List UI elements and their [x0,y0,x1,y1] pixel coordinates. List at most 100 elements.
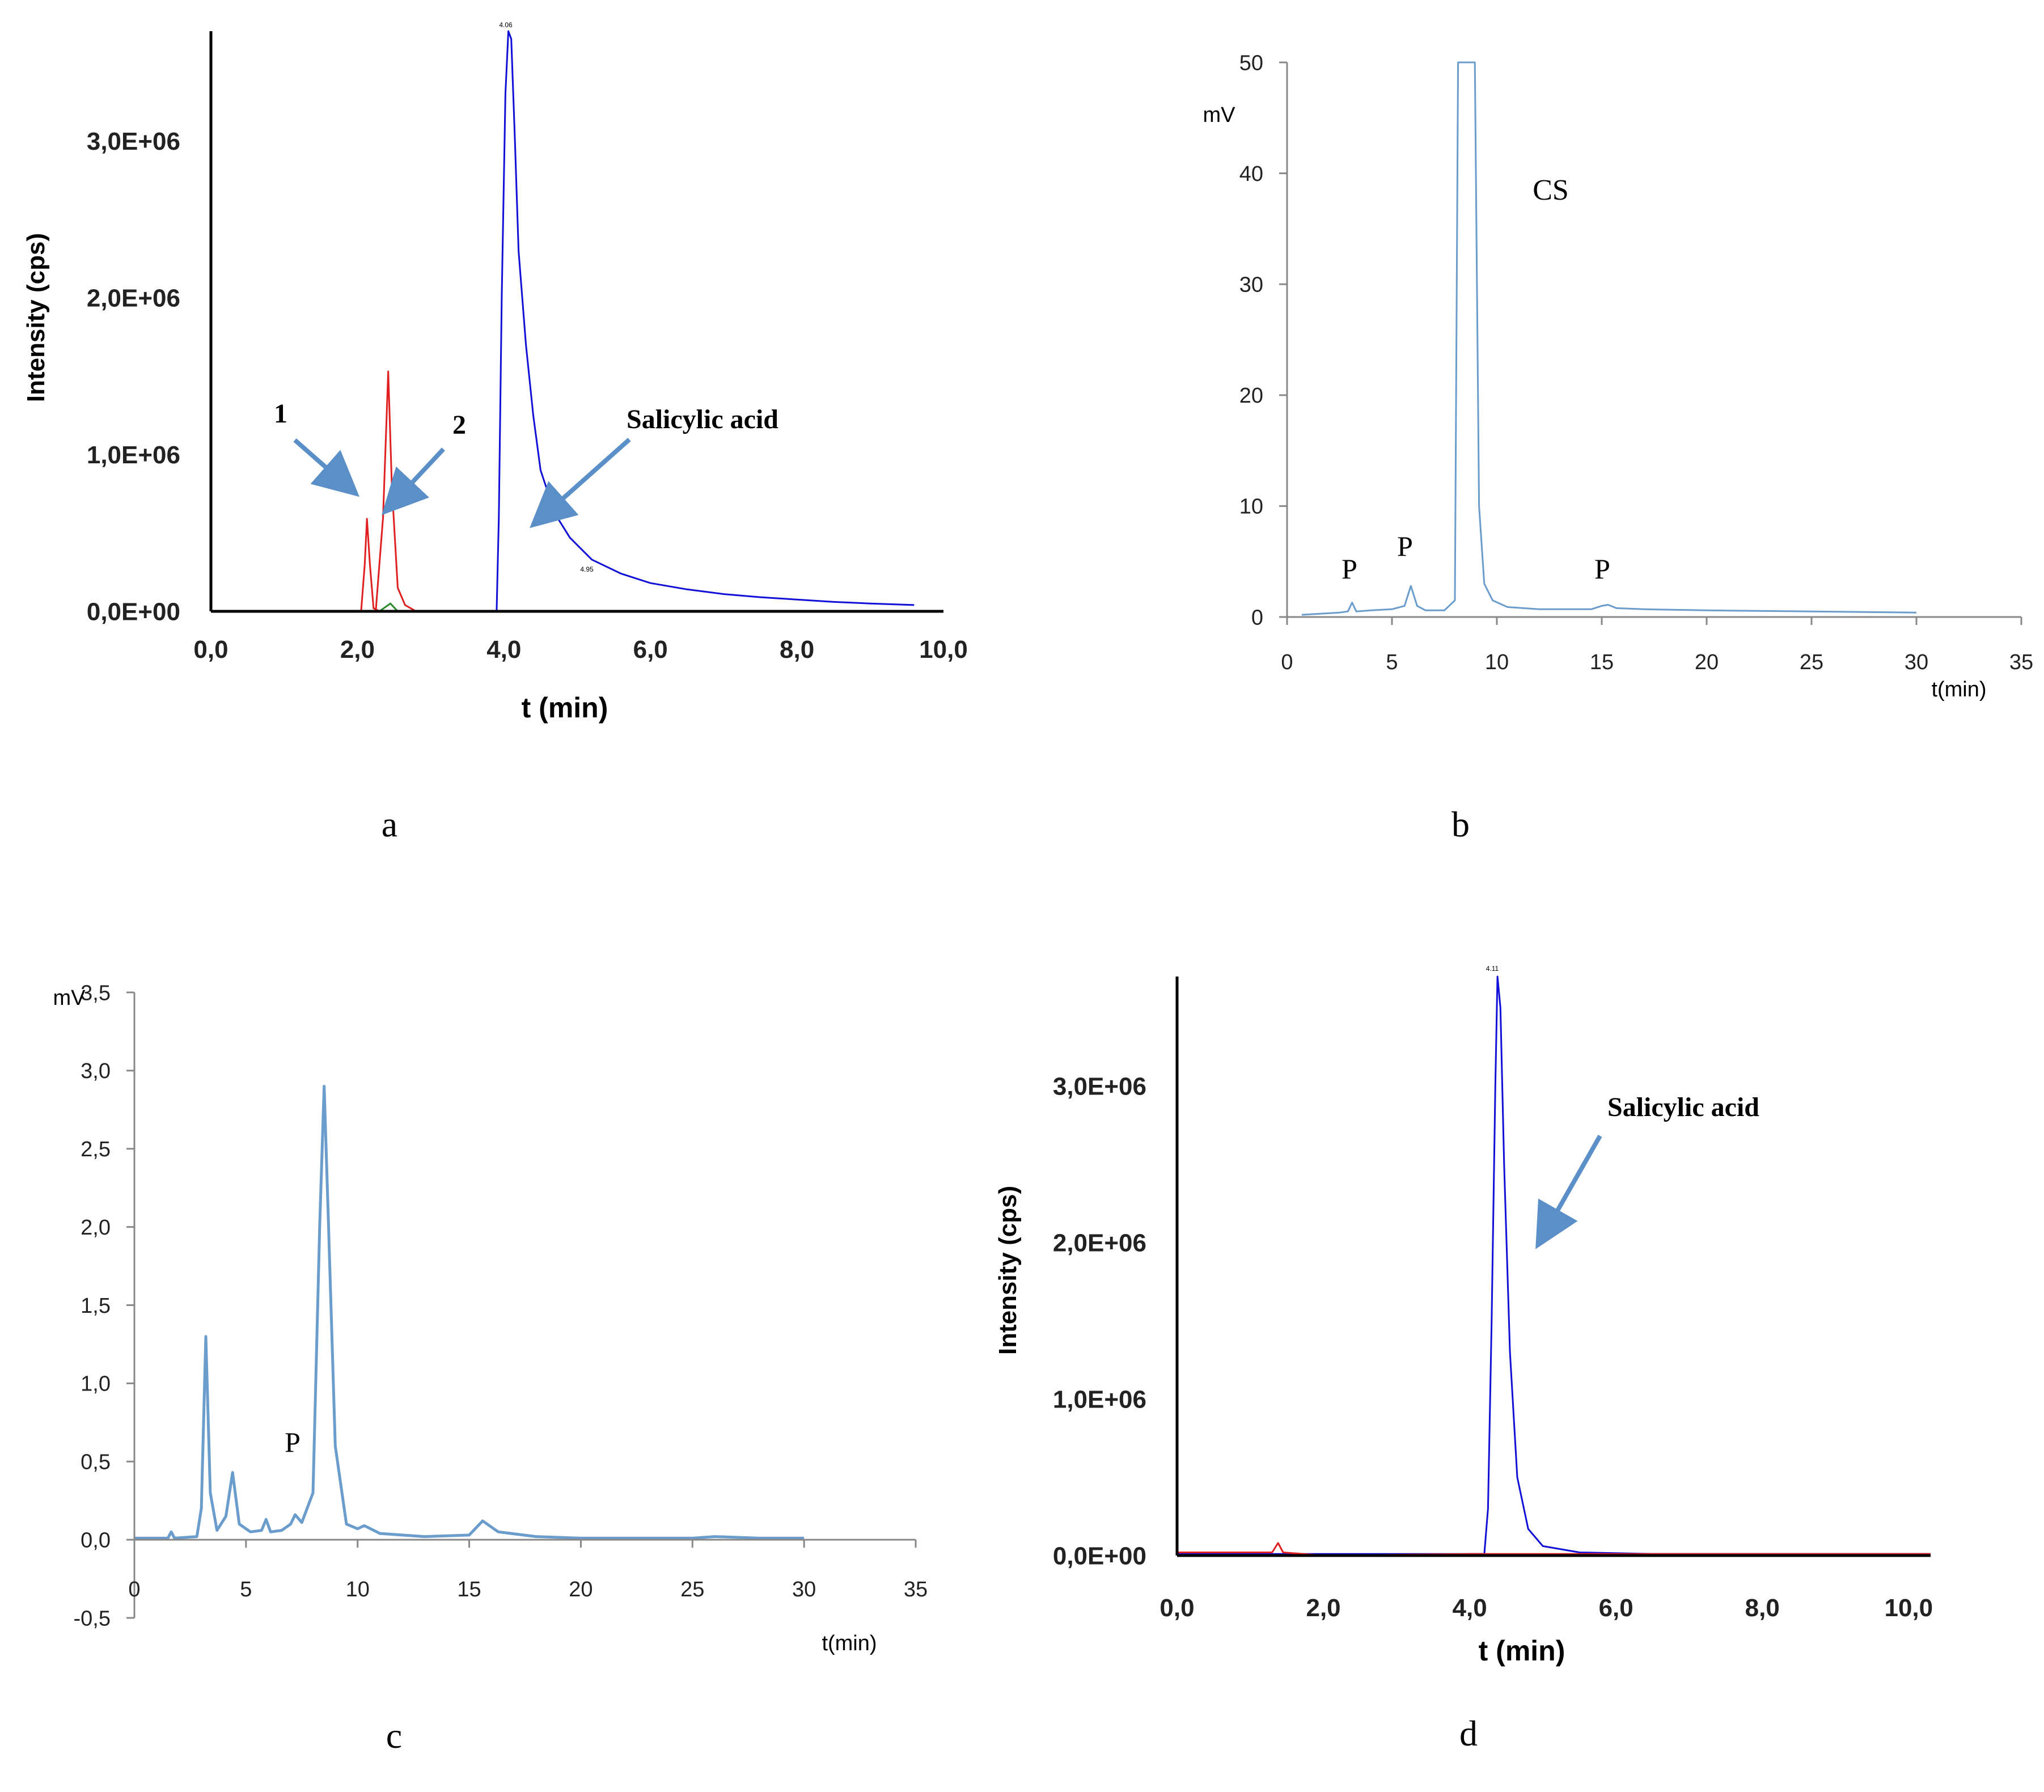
panel-c-xtick-label: 25 [680,1578,704,1601]
panel-c-series-0 [134,1085,805,1540]
panel-c-ytick-label: 3,5 [81,981,111,1005]
panel-d-axes [1175,977,1931,1557]
panel-a-arrow-salicylic [530,438,631,529]
panel-b-annotation-p1: P [1341,553,1357,585]
panel-b-xtick-label: 5 [1386,650,1398,674]
panel-d-series-1 [1177,1542,1931,1557]
panel-c-xtick-label: 20 [569,1578,593,1601]
panel-c-ticks: -0,5 0,0 0,5 1,0 1,5 2,0 2,5 3,0 3,5 0 5 10 15 20 25 30… [74,981,928,1630]
panel-a-series [350,30,915,612]
panel-a-arrow-1 [293,438,360,497]
panel-a-xtick-label: 8,0 [780,636,814,663]
panel-c-ytick-label: -0,5 [74,1607,111,1630]
panel-c-ytick-label: 0,0 [81,1528,111,1552]
panel-a: 0,0E+00 1,0E+06 2,0E+06 3,0E+06 0,0 2,0 4,0 6,0… [22,21,968,844]
panel-d-xtick-label: 10,0 [1884,1594,1933,1622]
panel-a-xtick-label: 10,0 [919,636,968,663]
panel-a-series-2 [375,370,417,612]
panel-c-ytick-label: 1,5 [81,1294,111,1318]
panel-a-ytick-label: 0,0E+00 [87,598,180,625]
panel-a-peak-label-2: 4.95 [580,565,594,573]
panel-c-xtick-label: 30 [792,1578,816,1601]
panel-b-series-0 [1301,61,1917,616]
panel-d-series-0 [1177,975,1931,1555]
panel-a-annotation-salicylic: Salicylic acid [627,404,778,434]
panel-a-peak-label: 4.06 [499,21,513,29]
panel-c-annotation-p: P [285,1426,301,1458]
panel-a-ytick-label: 1,0E+06 [87,441,180,469]
panel-b-ylabel: mV [1203,103,1236,127]
panel-a-series-1 [350,518,380,612]
panel-a-xtick-label: 2,0 [340,636,375,663]
panel-c-ytick-label: 0,5 [81,1451,111,1474]
panel-d-xtick-label: 4,0 [1453,1594,1487,1622]
panel-c-ytick-label: 3,0 [81,1059,111,1083]
panel-d: 0,0E+00 1,0E+06 2,0E+06 3,0E+06 0,0 2,0 4,0 6,0… [994,965,1933,1753]
panel-a-ylabel: Intensity (cps) [22,233,50,402]
panel-b-ytick-label: 30 [1239,273,1263,297]
panel-a-xtick-label: 4,0 [486,636,521,663]
panel-b-xtick-label: 15 [1590,650,1614,674]
panel-b-ytick-label: 10 [1239,495,1263,519]
panel-b-ytick-label: 20 [1239,384,1263,408]
panel-c: -0,5 0,0 0,5 1,0 1,5 2,0 2,5 3,0 3,5 0 5 10 15 20 25 30… [53,981,928,1756]
panel-b-annotation-p2: P [1397,530,1413,562]
panel-a-annotation-2: 2 [452,410,466,440]
panel-d-ytick-label: 2,0E+06 [1053,1229,1146,1257]
panel-c-letter: c [386,1715,402,1756]
panel-b-xlabel: t(min) [1931,678,1986,701]
panel-a-arrow-2 [382,447,445,515]
panel-c-series [134,1085,805,1540]
panel-a-letter: a [382,804,397,844]
panel-b-series [1301,61,1917,616]
panel-b-annotation-p3: P [1594,553,1610,585]
panel-d-arrow-salicylic [1535,1135,1602,1249]
panel-c-xtick-label: 0 [128,1578,140,1601]
panel-b-xtick-label: 20 [1695,650,1719,674]
panel-d-ytick-label: 0,0E+00 [1053,1542,1146,1570]
panel-c-xtick-label: 15 [457,1578,481,1601]
panel-d-annotation-salicylic: Salicylic acid [1607,1092,1759,1122]
panel-a-ticks: 0,0E+00 1,0E+06 2,0E+06 3,0E+06 0,0 2,0 4,0 6,0… [87,128,968,663]
panel-d-ytick-label: 1,0E+06 [1053,1385,1146,1413]
panel-c-ytick-label: 1,0 [81,1372,111,1396]
panel-b-ticks: 0 10 20 30 40 50 0 5 10 15 20 25 30 35 [1239,51,2033,674]
panel-a-ytick-label: 2,0E+06 [87,284,180,312]
panel-d-peak-label: 4.11 [1486,965,1499,973]
panel-d-ticks: 0,0E+00 1,0E+06 2,0E+06 3,0E+06 0,0 2,0 4,0 6,0… [1053,1073,1933,1622]
panel-a-xtick-label: 0,0 [193,636,228,663]
panel-b-xtick-label: 10 [1485,650,1509,674]
panel-d-ytick-label: 3,0E+06 [1053,1073,1146,1101]
panel-a-xlabel: t (min) [522,692,608,724]
panel-c-xtick-label: 10 [346,1578,370,1601]
panel-a-ytick-label: 3,0E+06 [87,128,180,155]
panel-b-ytick-label: 50 [1239,51,1263,75]
panel-b-letter: b [1451,804,1470,844]
panel-b-xtick-label: 0 [1281,650,1293,674]
panel-c-ylabel: mV [53,986,86,1010]
panel-b: 0 10 20 30 40 50 0 5 10 15 20 25 30 35 mV t(min) CS P… [1203,51,2034,844]
panel-d-xtick-label: 8,0 [1745,1594,1780,1622]
panel-c-xlabel: t(min) [822,1632,877,1655]
panel-d-xtick-label: 6,0 [1599,1594,1633,1622]
panel-d-letter: d [1459,1713,1478,1753]
panel-d-xtick-label: 0,0 [1159,1594,1194,1622]
panel-d-series [1177,975,1931,1557]
panel-d-xlabel: t (min) [1479,1635,1565,1667]
panel-d-ylabel: Intensity (cps) [994,1186,1022,1355]
panel-b-ytick-label: 0 [1251,606,1263,629]
panel-a-xtick-label: 6,0 [633,636,668,663]
panel-b-xtick-label: 25 [1800,650,1823,674]
panel-c-ytick-label: 2,0 [81,1216,111,1240]
panel-c-ytick-label: 2,5 [81,1138,111,1161]
panel-d-xtick-label: 2,0 [1306,1594,1340,1622]
panel-a-series-0 [496,30,915,612]
panel-b-ytick-label: 40 [1239,162,1263,186]
panel-b-xtick-label: 35 [2009,650,2033,674]
panel-a-axes [209,31,943,613]
panel-b-xtick-label: 30 [1905,650,1928,674]
panel-a-annotation-1: 1 [274,399,287,429]
panel-b-axes [1286,62,2021,618]
panel-b-annotation-cs: CS [1533,174,1569,206]
